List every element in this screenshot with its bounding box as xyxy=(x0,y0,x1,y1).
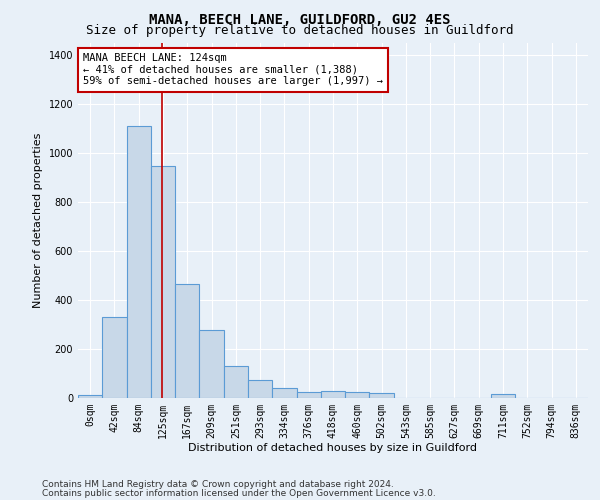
Bar xyxy=(296,392,321,398)
Text: Contains public sector information licensed under the Open Government Licence v3: Contains public sector information licen… xyxy=(42,488,436,498)
Bar xyxy=(175,284,199,398)
Bar xyxy=(102,317,127,398)
X-axis label: Distribution of detached houses by size in Guildford: Distribution of detached houses by size … xyxy=(188,443,478,453)
Bar xyxy=(248,380,272,398)
Text: Contains HM Land Registry data © Crown copyright and database right 2024.: Contains HM Land Registry data © Crown c… xyxy=(42,480,394,489)
Bar xyxy=(272,388,296,398)
Text: Size of property relative to detached houses in Guildford: Size of property relative to detached ho… xyxy=(86,24,514,37)
Bar xyxy=(199,330,224,398)
Text: MANA, BEECH LANE, GUILDFORD, GU2 4ES: MANA, BEECH LANE, GUILDFORD, GU2 4ES xyxy=(149,12,451,26)
Bar xyxy=(78,395,102,398)
Bar xyxy=(321,392,345,398)
Bar xyxy=(345,392,370,398)
Bar xyxy=(127,126,151,398)
Y-axis label: Number of detached properties: Number of detached properties xyxy=(33,132,43,308)
Text: MANA BEECH LANE: 124sqm
← 41% of detached houses are smaller (1,388)
59% of semi: MANA BEECH LANE: 124sqm ← 41% of detache… xyxy=(83,53,383,86)
Bar xyxy=(224,366,248,398)
Bar xyxy=(491,394,515,398)
Bar xyxy=(370,393,394,398)
Bar xyxy=(151,166,175,398)
